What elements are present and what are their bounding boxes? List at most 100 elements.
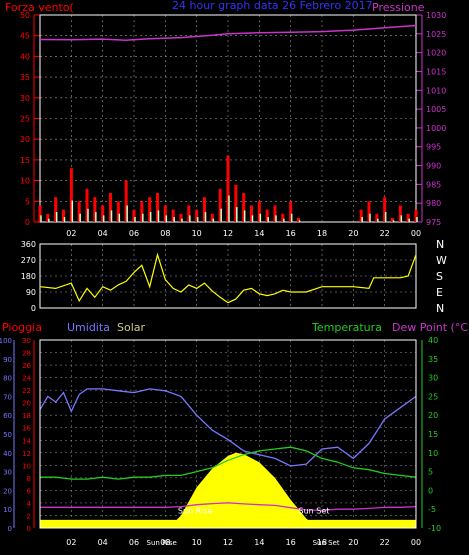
solar-label: Solar: [117, 321, 146, 334]
hour-tick-label: 14: [254, 229, 264, 238]
dewpoint-line: [40, 502, 417, 511]
dewpoint-label: Dew Point (°C): [392, 321, 469, 334]
bottom-hour-tick-label: 08: [160, 538, 170, 547]
temperature-tick-label: 40: [428, 336, 438, 345]
rain-tick-label: 26: [22, 362, 31, 370]
rain-tick-label: 30: [22, 337, 31, 345]
temperature-humidity-panel: 0102030405060708090100024681012141618202…: [0, 336, 441, 547]
humidity-tick-label: 80: [3, 375, 12, 383]
rain-tick-label: 6: [27, 487, 32, 495]
hour-tick-label: 12: [223, 229, 233, 238]
temperature-tick-label: 35: [428, 355, 438, 364]
pressure-tick-label: 1020: [426, 49, 446, 58]
pressure-line: [39, 24, 417, 41]
pressure-tick-label: 985: [426, 180, 441, 189]
compass-label: E: [436, 286, 443, 299]
rain-label: Pioggia: [2, 321, 42, 334]
temperature-tick-label: 15: [428, 430, 438, 439]
rain-tick-label: 28: [22, 350, 31, 358]
humidity-line: [39, 388, 417, 467]
wind-tick-label: 0: [25, 218, 30, 227]
bottom-hour-tick-label: 02: [66, 538, 76, 547]
temperature-tick-label: 10: [428, 449, 438, 458]
dir-tick-label: 360: [21, 240, 36, 249]
rain-tick-label: 16: [22, 425, 31, 433]
hour-tick-label: 16: [286, 229, 296, 238]
temperature-tick-label: -5: [428, 505, 436, 514]
humidity-tick-label: 100: [0, 337, 12, 345]
wind-tick-label: 25: [20, 115, 30, 124]
hour-tick-label: 00: [411, 229, 421, 238]
pressure-tick-label: 1025: [426, 30, 446, 39]
solar-area: [168, 452, 319, 528]
pressure-axis-label: Pressione: [372, 1, 425, 14]
rain-tick-label: 10: [22, 462, 31, 470]
temperature-label: Temperatura: [311, 321, 382, 334]
rain-tick-label: 24: [22, 375, 31, 383]
hour-tick-label: 06: [129, 229, 139, 238]
bottom-panel-frame: [39, 339, 417, 529]
rain-bar: [40, 519, 416, 528]
pressure-tick-label: 990: [426, 162, 441, 171]
bottom-hour-tick-label: 00: [411, 538, 421, 547]
hour-tick-label: 18: [317, 229, 327, 238]
temperature-tick-label: 25: [428, 392, 438, 401]
dir-tick-label: 90: [26, 288, 36, 297]
rain-tick-label: 0: [27, 525, 31, 533]
humidity-tick-label: 30: [3, 469, 12, 477]
wind-tick-label: 5: [25, 197, 30, 206]
rain-tick-label: 2: [27, 512, 31, 520]
rain-tick-label: 22: [22, 387, 31, 395]
pressure-tick-label: 975: [426, 218, 441, 227]
wind-tick-label: 45: [20, 32, 30, 41]
pressure-tick-label: 1015: [426, 67, 446, 76]
rain-tick-label: 4: [27, 500, 32, 508]
hour-tick-label: 20: [348, 229, 358, 238]
wind-tick-label: 30: [20, 94, 30, 103]
bottom-hour-tick-label: 10: [192, 538, 202, 547]
dir-tick-label: 270: [21, 256, 36, 265]
wind-tick-label: 10: [20, 177, 30, 186]
wind-direction-line: [39, 252, 417, 304]
wind-tick-label: 40: [20, 52, 30, 61]
humidity-tick-label: 90: [3, 356, 12, 364]
pressure-tick-label: 980: [426, 199, 441, 208]
sunrise-label: Sun Rise: [178, 507, 213, 516]
hour-tick-label: 10: [192, 229, 202, 238]
humidity-tick-label: 0: [8, 525, 12, 533]
temperature-tick-label: 0: [428, 486, 433, 495]
humidity-tick-label: 40: [3, 450, 12, 458]
hour-tick-label: 04: [98, 229, 108, 238]
wind-tick-label: 35: [20, 73, 30, 82]
sunset-time-label: Sun Set: [313, 539, 340, 547]
rain-tick-label: 18: [22, 412, 31, 420]
pressure-tick-label: 1005: [426, 105, 446, 114]
rain-tick-label: 20: [22, 400, 31, 408]
pressure-tick-label: 995: [426, 143, 441, 152]
pressure-tick-label: 1030: [426, 11, 446, 20]
dir-tick-label: 0: [31, 304, 36, 313]
dir-tick-label: 180: [21, 272, 36, 281]
temperature-tick-label: 5: [428, 468, 433, 477]
bottom-hour-tick-label: 06: [129, 538, 139, 547]
hour-tick-label: 02: [66, 229, 76, 238]
bottom-hour-tick-label: 20: [348, 538, 358, 547]
wind-tick-label: 50: [20, 11, 30, 20]
compass-label: N: [436, 302, 444, 315]
rain-tick-label: 8: [27, 475, 31, 483]
compass-label: W: [436, 254, 447, 267]
compass-label: S: [436, 270, 443, 283]
temperature-line: [40, 446, 417, 480]
dir-panel-frame: [39, 243, 417, 309]
wind-tick-label: 20: [20, 135, 30, 144]
humidity-tick-label: 10: [3, 506, 12, 514]
humidity-tick-label: 20: [3, 487, 12, 495]
pressure-tick-label: 1010: [426, 86, 446, 95]
humidity-tick-label: 60: [3, 412, 12, 420]
bottom-hour-tick-label: 04: [98, 538, 108, 547]
humidity-tick-label: 50: [3, 431, 12, 439]
hour-tick-label: 22: [380, 229, 390, 238]
rain-tick-label: 12: [22, 450, 31, 458]
compass-label: N: [436, 238, 444, 251]
